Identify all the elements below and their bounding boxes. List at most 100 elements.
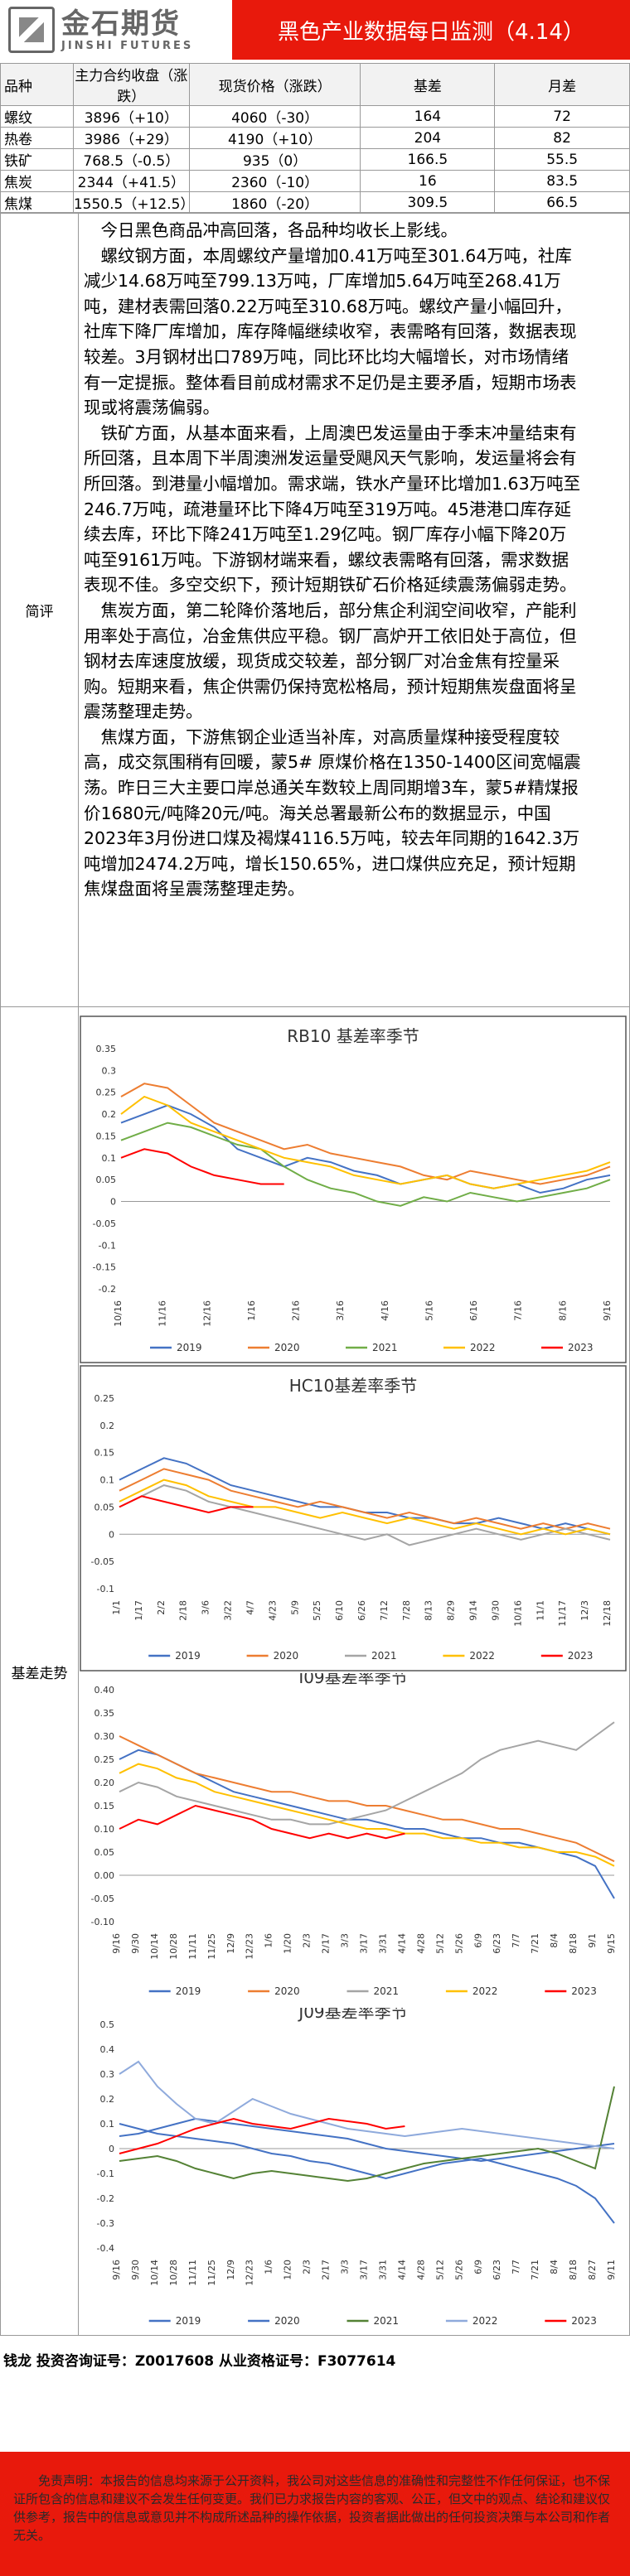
table-cell: 204 xyxy=(360,127,496,149)
y-tick-label: -0.05 xyxy=(91,1893,114,1904)
y-tick-label: 0.05 xyxy=(94,1502,115,1512)
table-cell: 82 xyxy=(494,127,630,149)
legend-label: 2022 xyxy=(469,1650,495,1662)
comment-section: 简评 今日黑色商品冲高回落，各品种均收长上影线。 螺纹钢方面，本周螺纹产量增加0… xyxy=(0,212,630,1007)
x-tick-label: 9/15 xyxy=(606,1933,617,1954)
chart-frame xyxy=(80,1015,627,1363)
legend-label: 2023 xyxy=(568,1342,594,1353)
y-tick-label: -0.15 xyxy=(93,1262,116,1273)
table-row: 焦炭 2344（+41.5） 2360（-10） 16 83.5 xyxy=(0,170,630,192)
x-tick-label: 9/30 xyxy=(490,1600,501,1621)
table-header-cell: 现货价格（涨跌） xyxy=(188,63,361,106)
y-tick-label: -0.2 xyxy=(99,1284,116,1295)
legend-label: 2019 xyxy=(176,2315,201,2327)
y-tick-label: -0.2 xyxy=(97,2193,114,2204)
series-line-2019 xyxy=(119,1749,615,1899)
y-tick-label: 0.2 xyxy=(100,2094,115,2105)
legend-label: 2020 xyxy=(274,1985,300,1997)
series-line-2023 xyxy=(119,1495,254,1514)
x-tick-label: 6/9 xyxy=(472,2260,483,2275)
legend-label: 2021 xyxy=(374,1985,400,1997)
comment-paragraph: 铁矿方面，从基本面来看，上周澳巴发运量由于季末冲量结束有所回落，且本周下半周澳洲… xyxy=(84,422,581,596)
series-line-2019 xyxy=(119,2123,615,2224)
x-tick-label: 2/3 xyxy=(302,2260,313,2275)
x-tick-label: 6/23 xyxy=(492,1933,502,1954)
x-tick-label: 6/10 xyxy=(334,1600,345,1621)
table-cell: 2360（-10） xyxy=(188,170,361,192)
series-line-2021 xyxy=(120,1122,611,1207)
y-tick-label: -0.1 xyxy=(99,1240,116,1251)
y-tick-label: 0.40 xyxy=(94,1685,115,1696)
x-tick-label: 4/23 xyxy=(267,1600,278,1621)
table-cell: 164 xyxy=(360,105,496,128)
x-tick-label: 9/30 xyxy=(130,1933,141,1954)
x-tick-label: 9/30 xyxy=(130,2260,141,2280)
x-tick-label: 2/17 xyxy=(321,1933,332,1954)
x-tick-label: 5/16 xyxy=(424,1300,434,1321)
x-tick-label: 6/26 xyxy=(356,1600,367,1621)
company-logo: 金石期货 JINSHI FUTURES xyxy=(0,0,232,60)
x-tick-label: 9/16 xyxy=(111,2260,122,2280)
x-tick-label: 2/18 xyxy=(178,1600,189,1621)
rb10-chart: RB10 基差率季节 0.35 0.3 0.25 0.2 0.15 0.1 0.05 0 -0.0… xyxy=(80,1015,627,1363)
x-tick-label: 1/20 xyxy=(283,1933,293,1954)
x-tick-label: 12/23 xyxy=(245,2260,255,2286)
y-tick-label: 0.30 xyxy=(94,1731,115,1742)
x-tick-label: 8/16 xyxy=(557,1300,568,1321)
x-tick-label: 9/14 xyxy=(468,1600,479,1621)
comment-label: 简评 xyxy=(1,213,79,1006)
chart-frame xyxy=(80,1365,627,1672)
x-tick-label: 3/3 xyxy=(340,1933,351,1948)
x-tick-label: 1/6 xyxy=(264,2260,274,2275)
x-tick-label: 11/25 xyxy=(206,1933,217,1960)
table-header-cell: 品种 xyxy=(0,63,74,106)
y-tick-label: 0.10 xyxy=(94,1824,115,1835)
series-line-2019 xyxy=(120,1104,611,1194)
x-tick-label: 2/2 xyxy=(156,1600,167,1615)
table-cell: 4060（-30） xyxy=(188,105,361,128)
y-tick-label: 0.3 xyxy=(100,2069,115,2080)
x-tick-label: 6/16 xyxy=(468,1300,479,1321)
x-tick-label: 3/3 xyxy=(340,2260,351,2275)
x-tick-label: 3/17 xyxy=(359,1933,370,1954)
series-line-2020 xyxy=(119,1735,615,1863)
x-tick-label: 4/14 xyxy=(396,1933,407,1954)
table-cell: 3986（+29） xyxy=(72,127,190,149)
series-line-2019 xyxy=(119,1457,611,1536)
legend-label: 2021 xyxy=(371,1650,397,1662)
y-tick-label: 0.15 xyxy=(96,1131,117,1141)
x-tick-label: 7/16 xyxy=(513,1300,524,1321)
x-tick-label: 7/7 xyxy=(511,1933,521,1948)
summary-table: 品种 主力合约收盘（涨跌） 现货价格（涨跌） 基差 月差 螺纹 3896（+10… xyxy=(0,63,630,214)
x-tick-label: 10/28 xyxy=(168,2260,179,2286)
table-cell: 55.5 xyxy=(494,148,630,171)
table-cell: 螺纹 xyxy=(0,105,74,128)
x-tick-label: 10/14 xyxy=(149,2260,160,2286)
x-tick-label: 1/6 xyxy=(264,1933,274,1948)
x-tick-label: 3/16 xyxy=(335,1300,346,1321)
x-tick-label: 10/14 xyxy=(149,1933,160,1960)
legend-label: 2020 xyxy=(274,2315,300,2327)
x-tick-label: 3/6 xyxy=(201,1600,211,1615)
table-cell: 935（0） xyxy=(188,148,361,171)
table-cell: 焦煤 xyxy=(0,191,74,214)
x-tick-label: 4/16 xyxy=(380,1300,390,1321)
y-tick-label: 0.3 xyxy=(102,1065,117,1076)
legend-label: 2019 xyxy=(177,1342,202,1353)
x-tick-label: 5/26 xyxy=(453,1933,464,1954)
table-cell: 66.5 xyxy=(494,191,630,214)
y-tick-label: 0.25 xyxy=(94,1754,115,1765)
hc10-chart-svg: HC10基差率季节 0.25 0.2 0.15 0.1 0.05 0 -0.05 -0.1 1/1… xyxy=(80,1365,627,1672)
table-cell: 1550.5（+12.5） xyxy=(72,191,194,214)
table-cell: 焦炭 xyxy=(0,170,74,192)
y-tick-label: 0.2 xyxy=(102,1109,117,1120)
y-tick-label: 0.15 xyxy=(94,1448,115,1459)
comment-paragraph: 螺纹钢方面，本周螺纹产量增加0.41万吨至301.64万吨，社库减少14.68万… xyxy=(84,245,577,418)
x-tick-label: 3/31 xyxy=(377,1933,388,1954)
x-tick-label: 10/28 xyxy=(168,1933,179,1960)
x-tick-label: 2/3 xyxy=(302,1933,313,1948)
y-tick-label: -0.05 xyxy=(91,1556,114,1567)
disclaimer: 免责声明：本报告的信息均来源于公开资料，我公司对这些信息的准确性和完整性不作任何… xyxy=(0,2452,630,2576)
y-tick-label: -0.4 xyxy=(97,2243,114,2254)
y-tick-label: 0 xyxy=(109,2144,114,2154)
